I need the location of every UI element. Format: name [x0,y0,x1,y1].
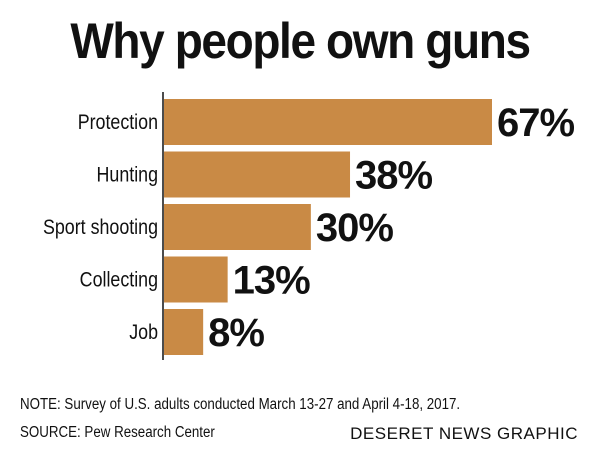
chart-title: Why people own guns [70,13,531,69]
source: SOURCE: Pew Research Center [20,424,215,441]
value-label: 38% [355,154,432,198]
category-label: Sport shooting [43,216,158,240]
bar-2 [164,204,311,250]
bar-4 [164,309,204,355]
value-label: 67% [497,101,574,145]
note: NOTE: Survey of U.S. adults conducted Ma… [20,396,461,413]
credit: DESERET NEWS GRAPHIC [350,424,578,443]
category-label: Hunting [97,163,158,187]
bar-0 [164,99,492,145]
value-label: 30% [316,206,393,250]
value-label: 8% [208,311,264,355]
category-label: Collecting [80,268,158,292]
category-label: Protection [78,111,158,135]
bar-1 [164,151,351,198]
bar-3 [164,256,228,303]
value-label: 13% [233,259,310,303]
category-label: Job [129,321,158,345]
